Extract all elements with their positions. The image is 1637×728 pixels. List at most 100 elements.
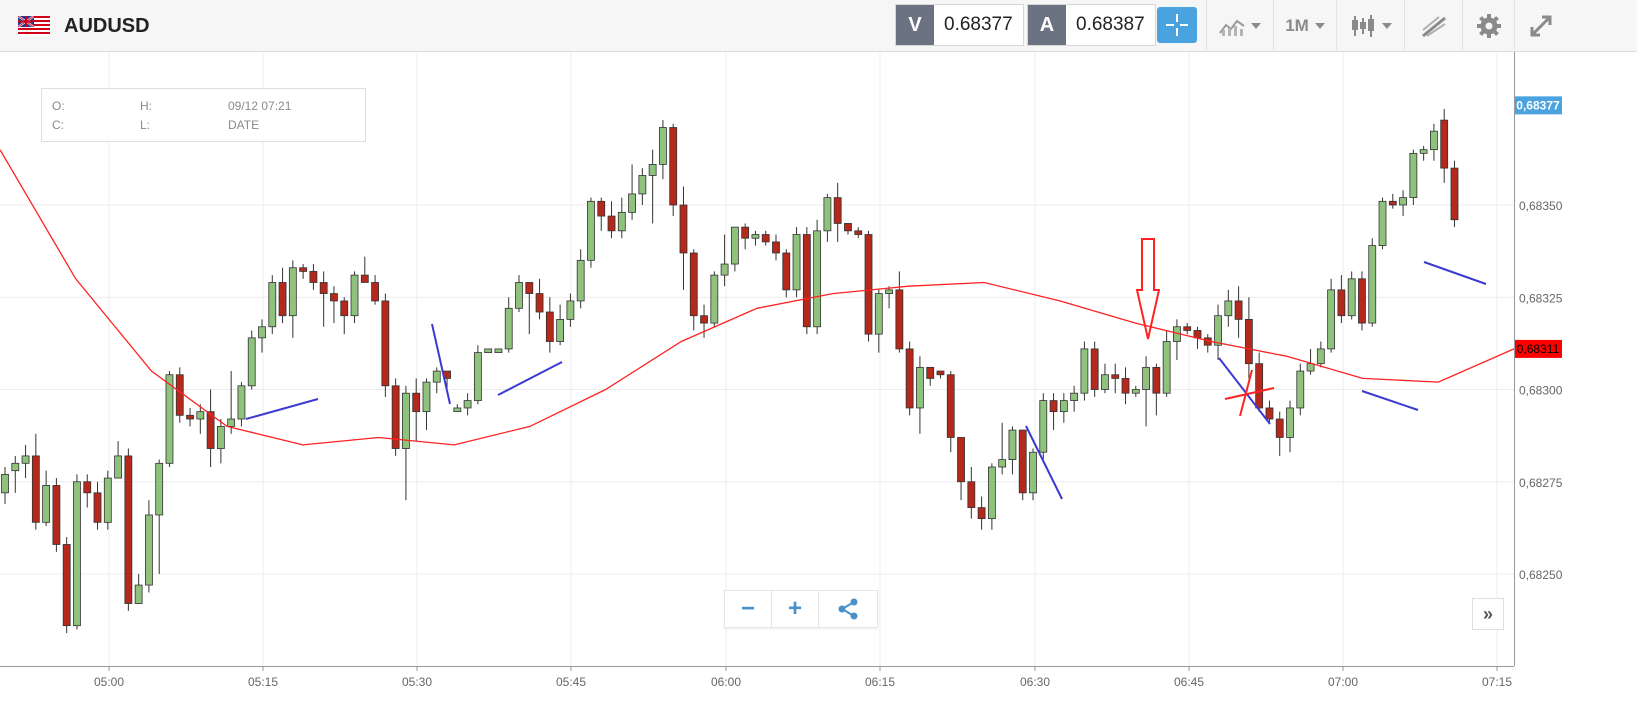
candle xyxy=(1111,363,1120,394)
candle-body xyxy=(1039,400,1048,453)
candle xyxy=(617,197,626,239)
candle-body xyxy=(319,282,328,294)
cross-mark[interactable] xyxy=(1239,369,1253,417)
candle xyxy=(422,378,431,431)
sell-price-button[interactable]: V 0.68377 xyxy=(895,4,1024,46)
candle-body xyxy=(1388,200,1397,206)
toolbar: AUDUSD V 0.68377 A 0.68387 1M xyxy=(0,0,1637,52)
trendline[interactable] xyxy=(1218,357,1271,425)
candle-body xyxy=(114,455,122,479)
current-price-tag: 0,68377 xyxy=(1515,96,1562,115)
trendline[interactable] xyxy=(245,398,319,420)
candle xyxy=(237,382,246,427)
candle-body xyxy=(607,215,616,232)
candle-body xyxy=(525,282,534,294)
settings-button[interactable] xyxy=(1462,0,1514,52)
symbol-selector[interactable]: AUDUSD xyxy=(17,0,150,52)
sell-price: 0.68377 xyxy=(944,14,1013,35)
candle-body xyxy=(463,400,472,409)
candle xyxy=(247,330,256,390)
candle xyxy=(566,293,575,327)
candle-body xyxy=(1430,130,1438,151)
candle-body xyxy=(268,282,277,328)
candle xyxy=(1265,400,1274,423)
candle-body xyxy=(761,234,770,243)
candle-body xyxy=(206,411,215,449)
trendline[interactable] xyxy=(431,323,451,405)
fullscreen-button[interactable] xyxy=(1514,0,1566,52)
candle-body xyxy=(155,462,164,516)
candle-body xyxy=(21,455,30,464)
candle-body xyxy=(453,407,462,413)
candle xyxy=(103,470,112,530)
candle xyxy=(1101,363,1109,394)
candle xyxy=(813,219,822,335)
timeframe-button[interactable]: 1M xyxy=(1273,0,1336,52)
candle-body xyxy=(103,477,112,523)
candle xyxy=(1,466,9,504)
candle xyxy=(1388,193,1397,209)
crosshair-button[interactable] xyxy=(1157,7,1197,43)
chart-type-button[interactable] xyxy=(1206,0,1273,52)
zoom-in-button[interactable]: + xyxy=(772,591,819,627)
trendline[interactable] xyxy=(497,361,563,396)
candle xyxy=(844,223,852,235)
candle-body xyxy=(566,300,575,320)
candle xyxy=(977,496,986,530)
candle xyxy=(761,230,770,246)
candle-body xyxy=(535,293,544,313)
current-price-tag-text: 0,68377 xyxy=(1516,98,1560,112)
candle xyxy=(1358,271,1366,331)
candle-body xyxy=(73,481,81,627)
candle xyxy=(1059,393,1068,423)
flag-au-icon xyxy=(17,15,50,36)
candle xyxy=(340,297,349,335)
candle xyxy=(741,223,750,250)
candle xyxy=(473,345,482,405)
candle-body xyxy=(1275,418,1284,438)
candle-body xyxy=(1409,152,1418,199)
trendline[interactable] xyxy=(1423,261,1487,285)
trendline[interactable] xyxy=(1361,390,1419,411)
y-tick-label: 0,68350 xyxy=(1519,199,1563,213)
candle xyxy=(1440,109,1449,183)
candle xyxy=(206,389,215,467)
candle xyxy=(1070,385,1079,412)
candle-body xyxy=(833,197,842,224)
candle-body xyxy=(350,274,359,317)
candle-body xyxy=(1142,366,1150,390)
candle-body xyxy=(412,392,421,413)
candle-body xyxy=(422,381,431,413)
candle xyxy=(1018,429,1027,501)
buy-price-button[interactable]: A 0.68387 xyxy=(1027,4,1156,46)
candle-body xyxy=(556,318,565,342)
candle-body xyxy=(216,425,225,449)
candle xyxy=(1152,363,1161,416)
candle-body xyxy=(700,315,708,324)
candle-body xyxy=(1244,318,1253,365)
candle-body xyxy=(885,289,893,294)
candle xyxy=(134,574,143,604)
share-button[interactable] xyxy=(819,591,877,627)
candle xyxy=(1234,286,1243,338)
trendline[interactable] xyxy=(1025,425,1063,500)
candle-style-button[interactable] xyxy=(1336,0,1404,52)
arrow-down-annotation[interactable] xyxy=(1135,238,1161,340)
candle-body xyxy=(1450,167,1459,221)
candle-body xyxy=(905,348,914,409)
candle-body xyxy=(1316,348,1325,365)
candle-body xyxy=(874,293,883,335)
candle xyxy=(1224,289,1233,327)
drawing-tools-button[interactable] xyxy=(1404,0,1462,52)
cross-mark[interactable] xyxy=(1224,387,1275,400)
candle-body xyxy=(648,164,657,176)
candle-body xyxy=(1255,363,1264,409)
candle xyxy=(1347,271,1356,320)
scroll-to-latest-button[interactable]: » xyxy=(1472,598,1504,630)
candle-body xyxy=(402,392,410,449)
candle-body xyxy=(967,481,976,508)
candle xyxy=(874,289,883,353)
zoom-out-button[interactable]: − xyxy=(725,591,772,627)
candle-body xyxy=(42,485,51,523)
price-chart[interactable]: 0,68250 0,68275 0,68300 0,68325 0,68350 05:00… xyxy=(0,52,1637,728)
